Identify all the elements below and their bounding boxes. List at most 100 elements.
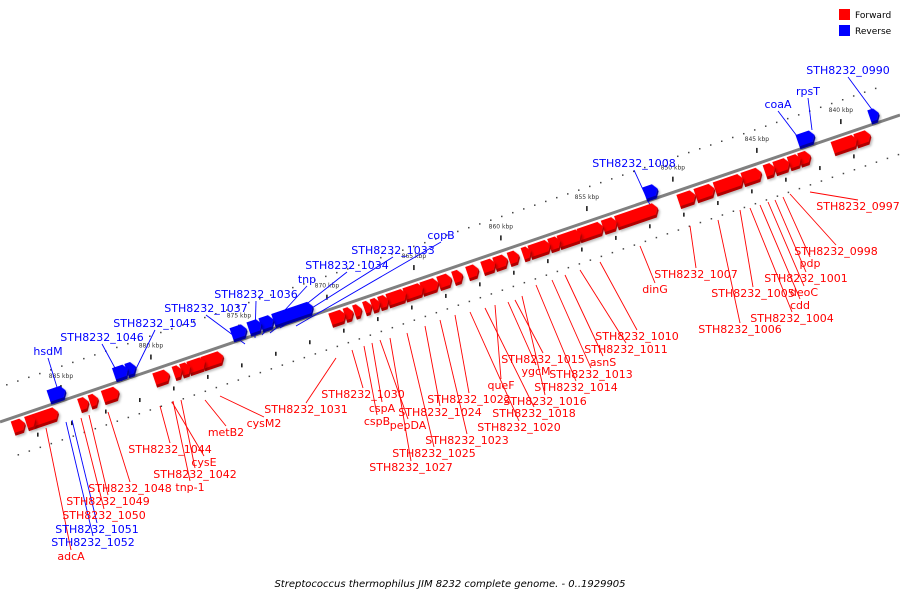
gene-label[interactable]: ygcM	[521, 365, 550, 378]
gene-label[interactable]: STH8232_1023	[425, 434, 508, 447]
gene-label[interactable]: STH8232_1010	[595, 330, 678, 343]
gene-label[interactable]: STH8232_1020	[477, 421, 560, 434]
gene-label[interactable]: pdp	[800, 257, 821, 270]
gene-label[interactable]: STH8232_1042	[153, 468, 236, 481]
reverse-gene-glyph[interactable]	[229, 323, 249, 343]
gene-label[interactable]: STH8232_1024	[398, 406, 481, 419]
gene-label[interactable]: tnp-1	[175, 481, 204, 494]
gene-label[interactable]: STH8232_1049	[66, 495, 149, 508]
reverse-gene-glyph[interactable]	[46, 385, 69, 405]
gene-label[interactable]: STH8232_1037	[164, 302, 247, 315]
gene-label[interactable]: STH8232_1045	[113, 317, 196, 330]
gene-label[interactable]: STH8232_1034	[305, 259, 388, 272]
forward-gene-glyph[interactable]	[480, 257, 498, 277]
forward-gene-glyph[interactable]	[171, 364, 185, 382]
forward-gene-glyph[interactable]	[527, 239, 553, 260]
forward-gene-glyph[interactable]	[419, 277, 441, 297]
gene-label[interactable]: cspA	[369, 402, 396, 415]
forward-gene-glyph[interactable]	[328, 308, 348, 328]
gene-label[interactable]: asnS	[590, 356, 616, 369]
forward-gene-glyph[interactable]	[614, 202, 660, 231]
gene-label[interactable]: STH8232_1008	[592, 157, 675, 170]
gene-label[interactable]: STH8232_1025	[392, 447, 475, 460]
reverse-gene-glyph[interactable]	[867, 107, 881, 125]
reverse-gene-glyph[interactable]	[271, 301, 316, 329]
gene-label[interactable]: STH8232_0998	[794, 245, 877, 258]
gene-label[interactable]: coaA	[764, 98, 792, 111]
forward-gene-glyph[interactable]	[451, 269, 465, 286]
gene-label[interactable]: STH8232_1007	[654, 268, 737, 281]
gene-label[interactable]: STH8232_1031	[264, 403, 347, 416]
forward-gene-glyph[interactable]	[87, 393, 101, 410]
gene-label[interactable]: pepDA	[390, 419, 427, 432]
gene-label[interactable]: STH8232_1048	[88, 482, 171, 495]
gene-label[interactable]: adcA	[57, 550, 85, 563]
forward-gene-glyph[interactable]	[385, 288, 409, 309]
gene-label[interactable]: STH8232_1005	[711, 287, 794, 300]
forward-gene-glyph[interactable]	[576, 221, 606, 244]
forward-gene-glyph[interactable]	[100, 385, 122, 406]
reverse-gene-glyph[interactable]	[246, 318, 264, 337]
gene-label[interactable]: STH8232_1011	[584, 343, 667, 356]
gene-label[interactable]: metB2	[208, 426, 244, 439]
gene-label[interactable]: STH8232_1006	[698, 323, 781, 336]
gene-label[interactable]: STH8232_1014	[534, 381, 617, 394]
forward-gene-glyph[interactable]	[762, 162, 778, 180]
gene-label[interactable]: STH8232_1030	[321, 388, 404, 401]
forward-gene-glyph[interactable]	[600, 216, 620, 235]
gene-label[interactable]: queF	[487, 379, 514, 392]
gene-label[interactable]: tnp	[298, 273, 316, 286]
forward-gene-glyph[interactable]	[29, 406, 61, 430]
gene-label[interactable]: hsdM	[33, 345, 62, 358]
reverse-gene-glyph[interactable]	[795, 129, 818, 150]
gene-label[interactable]: cysE	[191, 456, 216, 469]
forward-gene-glyph[interactable]	[693, 183, 717, 204]
gene-label[interactable]: rpsT	[796, 85, 820, 98]
gene-label[interactable]: deoC	[790, 286, 818, 299]
gene-label[interactable]: copB	[427, 229, 454, 242]
forward-gene-glyph[interactable]	[10, 417, 28, 436]
gene-label[interactable]: STH8232_1022	[427, 393, 510, 406]
forward-gene-glyph[interactable]	[712, 173, 746, 197]
forward-gene-glyph[interactable]	[520, 245, 534, 263]
gene-label[interactable]: STH8232_1051	[55, 523, 138, 536]
gene-label[interactable]: cysM2	[247, 417, 282, 430]
forward-gene-glyph[interactable]	[506, 249, 522, 268]
gene-label[interactable]: dinG	[642, 283, 668, 296]
gene-label[interactable]: STH8232_1052	[51, 536, 134, 549]
forward-gene-glyph[interactable]	[152, 368, 172, 388]
gene-label[interactable]: STH8232_1016	[503, 395, 586, 408]
forward-gene-glyph[interactable]	[362, 300, 374, 317]
gene-label[interactable]: STH8232_0990	[806, 64, 889, 77]
gene-label[interactable]: STH8232_1018	[492, 407, 575, 420]
gene-label[interactable]: STH8232_1036	[214, 288, 297, 301]
reverse-gene-glyph[interactable]	[642, 183, 660, 202]
gene-label[interactable]: STH8232_1033	[351, 244, 434, 257]
forward-gene-glyph[interactable]	[465, 263, 481, 282]
forward-gene-glyph[interactable]	[369, 297, 383, 314]
forward-gene-glyph[interactable]	[200, 350, 226, 372]
forward-gene-glyph[interactable]	[556, 228, 585, 251]
gene-label[interactable]: STH8232_1027	[369, 461, 452, 474]
gene-label[interactable]: STH8232_1050	[62, 509, 145, 522]
gene-label[interactable]: cspB	[364, 415, 390, 428]
forward-gene-glyph[interactable]	[342, 306, 356, 323]
forward-gene-glyph[interactable]	[352, 303, 364, 320]
reverse-gene-glyph[interactable]	[111, 363, 131, 383]
gene-label[interactable]: STH8232_1044	[128, 443, 211, 456]
forward-gene-glyph[interactable]	[402, 282, 426, 303]
forward-gene-glyph[interactable]	[24, 414, 38, 432]
forward-gene-glyph[interactable]	[830, 134, 860, 157]
forward-gene-glyph[interactable]	[77, 396, 91, 414]
forward-gene-glyph[interactable]	[740, 166, 764, 188]
forward-gene-glyph[interactable]	[786, 153, 804, 172]
forward-gene-glyph[interactable]	[436, 272, 454, 292]
gene-label[interactable]: cdd	[790, 299, 810, 312]
gene-label[interactable]: STH8232_1013	[549, 368, 632, 381]
gene-label[interactable]: STH8232_1015	[501, 353, 584, 366]
forward-gene-glyph[interactable]	[772, 157, 792, 177]
gene-label[interactable]: STH8232_1001	[764, 272, 847, 285]
gene-label[interactable]: STH8232_0997	[816, 200, 899, 213]
forward-gene-glyph[interactable]	[676, 189, 698, 210]
gene-label[interactable]: STH8232_1004	[750, 312, 833, 325]
